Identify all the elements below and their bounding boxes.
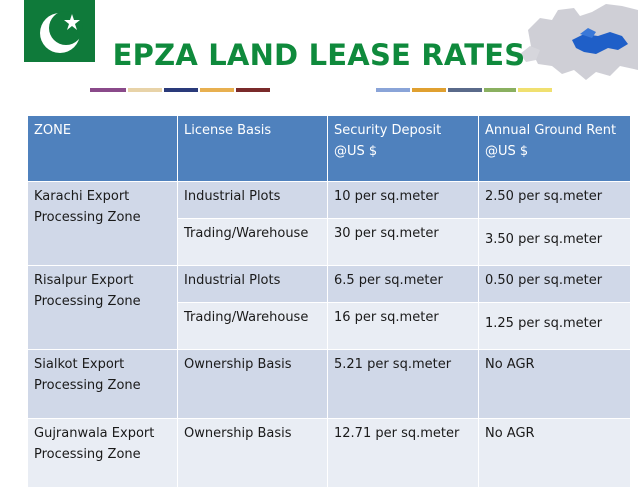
zone-cell: Karachi Export Processing Zone (27, 181, 178, 266)
table-row: Trading/Warehouse 30 per sq.meter 3.50 p… (28, 218, 631, 266)
deposit-cell: 6.5 per sq.meter (327, 265, 479, 303)
header-security-deposit: Security Deposit @US $ (327, 115, 479, 182)
header-rent-label: Annual Ground Rent (485, 123, 617, 138)
basis-cell: Trading/Warehouse (177, 302, 328, 350)
basis-cell: Ownership Basis (177, 349, 328, 419)
deposit-cell: 12.71 per sq.meter (327, 418, 479, 488)
pakistan-flag-icon (0, 0, 95, 62)
zone-cell: Sialkot Export Processing Zone (27, 349, 178, 419)
zone-name-line: Processing Zone (34, 294, 141, 309)
basis-cell: Ownership Basis (177, 418, 328, 488)
table-row: Risalpur Export Processing Zone Industria… (27, 265, 631, 350)
zone-name-line: Processing Zone (34, 447, 141, 462)
table-row: Karachi Export Processing Zone Industrial… (27, 181, 631, 266)
rent-cell: 1.25 per sq.meter (478, 302, 631, 350)
zone-name-line: Gujranwala Export (34, 426, 155, 441)
table-row: Gujranwala Export Processing Zone Ownersh… (27, 418, 631, 488)
zone-cell: Gujranwala Export Processing Zone (27, 418, 178, 488)
header-deposit-label: Security Deposit (334, 123, 442, 138)
zone-name-line: Karachi Export (34, 189, 130, 204)
europe-map-icon (518, 0, 638, 88)
zone-name-line: Risalpur Export (34, 273, 134, 288)
header-annual-ground-rent: Annual Ground Rent @US $ (478, 115, 631, 182)
deposit-cell: 5.21 per sq.meter (327, 349, 479, 419)
header-license-basis: License Basis (177, 115, 328, 182)
rent-cell: 3.50 per sq.meter (478, 218, 631, 266)
zone-name-line: Sialkot Export (34, 357, 125, 372)
rent-cell: 0.50 per sq.meter (478, 265, 631, 303)
table-header-row: ZONE License Basis Security Deposit @US $… (27, 115, 631, 182)
deposit-cell: 10 per sq.meter (327, 181, 479, 219)
table-row: Sialkot Export Processing Zone Ownership … (27, 349, 631, 419)
zone-cell: Risalpur Export Processing Zone (27, 265, 178, 350)
page-title: EPZA LAND LEASE RATES (112, 38, 526, 72)
rent-cell: No AGR (478, 349, 631, 419)
basis-cell: Trading/Warehouse (177, 218, 328, 266)
zone-name-line: Processing Zone (34, 378, 141, 393)
deposit-cell: 30 per sq.meter (327, 218, 479, 266)
table-row: Trading/Warehouse 16 per sq.meter 1.25 p… (28, 302, 631, 350)
lease-rates-table: ZONE License Basis Security Deposit @US $… (27, 115, 631, 488)
zone-name-line: Processing Zone (34, 210, 141, 225)
header-rent-unit: @US $ (485, 144, 529, 159)
rent-cell: 2.50 per sq.meter (478, 181, 631, 219)
deposit-cell: 16 per sq.meter (327, 302, 479, 350)
header-deposit-unit: @US $ (334, 144, 378, 159)
header-license-label: License Basis (184, 123, 272, 138)
header-zone: ZONE (27, 115, 178, 182)
basis-cell: Industrial Plots (177, 265, 328, 303)
basis-cell: Industrial Plots (177, 181, 328, 219)
rent-cell: No AGR (478, 418, 631, 488)
header-zone-label: ZONE (34, 123, 72, 138)
